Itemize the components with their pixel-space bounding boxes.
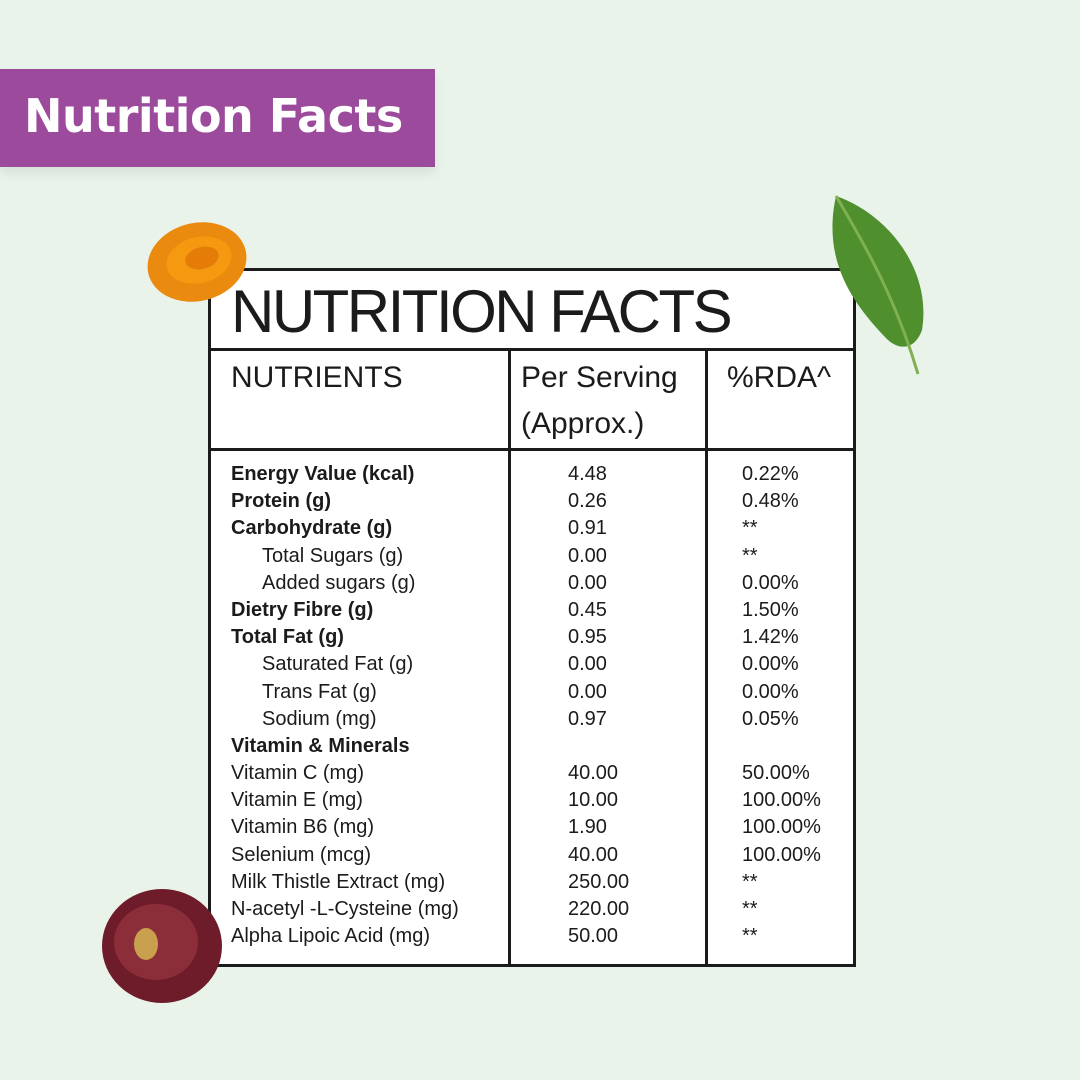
nutrient-name: Vitamin B6 (mg) — [231, 816, 375, 839]
nutrient-rda: 0.05% — [742, 707, 799, 730]
nutrient-row: Energy Value (kcal) 4.48 0.22% — [211, 461, 853, 488]
nutrient-rda: 100.00% — [742, 816, 821, 839]
nutrient-row: Selenium (mcg) 40.00 100.00% — [211, 842, 853, 869]
nutrient-name: Vitamin & Minerals — [231, 734, 410, 757]
nutrient-value: 220.00 — [568, 898, 630, 920]
header-divider — [211, 448, 853, 451]
grape-half-icon — [102, 889, 222, 1003]
column-divider-2 — [705, 348, 708, 964]
nutrient-name: Protein (g) — [231, 490, 331, 513]
nutrient-name: Vitamin E (mg) — [231, 789, 363, 812]
nutrient-name: Carbohydrate (g) — [231, 517, 393, 540]
nutrient-value: 0.91 — [568, 517, 607, 540]
nutrient-name: Total Sugars (g) — [262, 544, 404, 567]
nutrient-row: Sodium (mg) 0.97 0.05% — [211, 706, 853, 733]
nutrient-name: Added sugars (g) — [262, 571, 416, 594]
nutrient-value: 10.00 — [568, 789, 619, 812]
nutrient-rda: ** — [742, 898, 758, 920]
nutrient-row: Total Fat (g) 0.95 1.42% — [211, 624, 853, 651]
turmeric-slice-icon — [147, 222, 247, 302]
banner-title: Nutrition Facts — [24, 89, 403, 143]
nutrient-value: 50.00 — [568, 925, 619, 948]
nutrient-name: Saturated Fat (g) — [262, 653, 414, 676]
nutrient-value: 0.00 — [568, 571, 607, 594]
nutrient-row: Carbohydrate (g) 0.91 ** — [211, 515, 853, 542]
nutrient-row: Total Sugars (g) 0.00 ** — [211, 543, 853, 570]
header-rda: %RDA^ — [727, 361, 832, 394]
nutrient-name: Total Fat (g) — [231, 626, 344, 649]
nutrient-value: 250.00 — [568, 870, 630, 893]
nutrient-value: 0.00 — [568, 544, 607, 567]
nutrient-row: Vitamin B6 (mg) 1.90 100.00% — [211, 814, 853, 841]
heading-banner: Nutrition Facts — [0, 69, 435, 167]
nutrient-name: Energy Value (kcal) — [231, 463, 415, 485]
nutrient-name: Sodium (mg) — [262, 707, 377, 730]
nutrient-rda: 0.00% — [742, 571, 799, 594]
nutrient-name: Milk Thistle Extract (mg) — [231, 870, 446, 893]
nutrient-value: 0.00 — [568, 680, 607, 703]
nutrient-row: Milk Thistle Extract (mg) 250.00 ** — [211, 869, 853, 896]
nutrient-value: 0.95 — [568, 626, 607, 649]
title-divider — [211, 348, 853, 351]
nutrient-row: Saturated Fat (g) 0.00 0.00% — [211, 651, 853, 678]
nutrient-rda: 0.00% — [742, 653, 799, 676]
header-nutrients: NUTRIENTS — [231, 361, 403, 394]
column-divider-1 — [508, 348, 511, 964]
nutrient-rda: 0.48% — [742, 490, 799, 513]
nutrient-rda: 0.22% — [742, 463, 799, 485]
nutrient-rda: 100.00% — [742, 843, 821, 866]
nutrient-value: 0.45 — [568, 598, 607, 621]
panel-title: NUTRITION FACTS — [231, 278, 733, 345]
nutrient-value: 1.90 — [568, 816, 607, 839]
nutrient-rda: 1.42% — [742, 626, 799, 649]
nutrient-rda: ** — [742, 517, 758, 540]
nutrient-rda: 1.50% — [742, 598, 799, 621]
nutrient-value: 0.26 — [568, 490, 607, 513]
nutrient-value: 4.48 — [568, 463, 607, 485]
nutrient-name: Dietry Fibre (g) — [231, 598, 374, 621]
nutrient-rda: ** — [742, 870, 758, 893]
nutrient-rows: Energy Value (kcal) 4.48 0.22% Protein (g) 0… — [211, 461, 853, 950]
nutrient-name: Vitamin C (mg) — [231, 762, 364, 785]
nutrient-rda: 100.00% — [742, 789, 821, 812]
nutrient-value: 0.97 — [568, 707, 607, 730]
nutrient-value: 0.00 — [568, 653, 607, 676]
nutrient-name: Selenium (mcg) — [231, 843, 372, 866]
header-per-serving: Per Serving (Approx.) — [521, 361, 678, 440]
nutrient-row: Protein (g) 0.26 0.48% — [211, 488, 853, 515]
nutrient-row: N-acetyl -L-Cysteine (mg) 220.00 ** — [211, 896, 853, 923]
nutrient-row: Vitamin E (mg) 10.00 100.00% — [211, 787, 853, 814]
nutrient-row: Alpha Lipoic Acid (mg) 50.00 ** — [211, 923, 853, 950]
nutrient-value: 40.00 — [568, 762, 619, 785]
nutrient-row: Dietry Fibre (g) 0.45 1.50% — [211, 597, 853, 624]
nutrient-rda: ** — [742, 544, 758, 567]
nutrient-rda: 50.00% — [742, 762, 810, 785]
nutrition-facts-panel: NUTRITION FACTS NUTRIENTS Per Serving (A… — [208, 268, 856, 967]
nutrient-row: Vitamin C (mg) 40.00 50.00% — [211, 760, 853, 787]
nutrient-row: Trans Fat (g) 0.00 0.00% — [211, 679, 853, 706]
nutrient-row: Vitamin & Minerals — [211, 733, 853, 760]
basil-leaf-icon — [832, 195, 924, 375]
nutrient-rda: 0.00% — [742, 680, 799, 703]
nutrient-name: N-acetyl -L-Cysteine (mg) — [231, 898, 459, 920]
nutrient-value: 40.00 — [568, 843, 619, 866]
nutrient-rda: ** — [742, 925, 758, 948]
nutrient-name: Trans Fat (g) — [262, 680, 377, 703]
nutrient-row: Added sugars (g) 0.00 0.00% — [211, 570, 853, 597]
nutrient-name: Alpha Lipoic Acid (mg) — [231, 925, 430, 948]
